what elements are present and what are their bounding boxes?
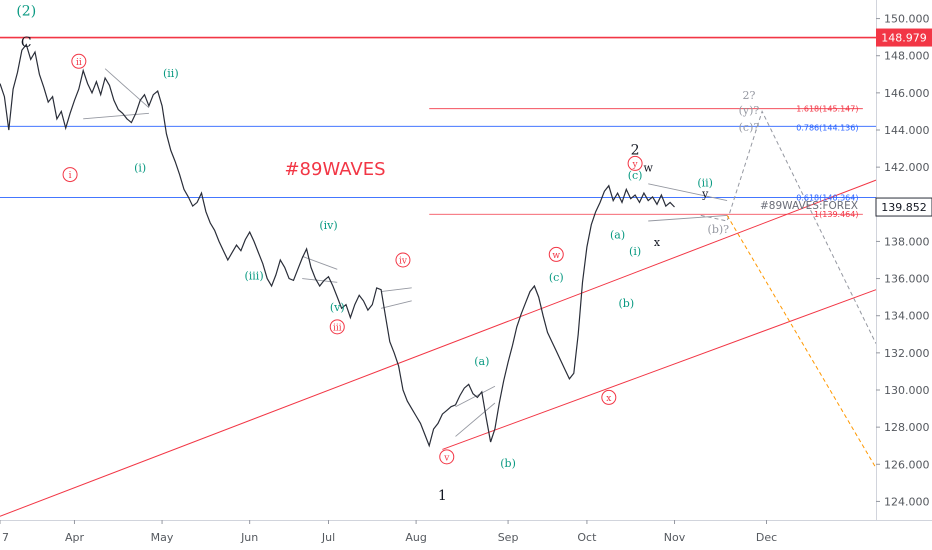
trendline-tri-ii-b[interactable] bbox=[83, 112, 149, 120]
time-tick-label: Nov bbox=[664, 531, 686, 544]
wave-label: (a) bbox=[474, 355, 489, 368]
wave-label: w bbox=[644, 162, 654, 175]
wave-label: (i) bbox=[629, 245, 641, 258]
trendline-tri-v4-b[interactable] bbox=[380, 300, 412, 309]
wave-label-circle bbox=[439, 449, 455, 465]
wave-label: (i) bbox=[134, 162, 146, 175]
wave-label: (iii) bbox=[244, 269, 263, 282]
trendline-tri-ii-a[interactable] bbox=[104, 68, 150, 109]
price-tick-label: 148.000 bbox=[884, 50, 930, 63]
wave-label: (a) bbox=[610, 229, 625, 242]
wave-label: (iv) bbox=[319, 219, 337, 232]
wave-label: w bbox=[552, 251, 560, 261]
symbol-label: #89WAVES:FOREX bbox=[760, 200, 858, 212]
wave-label: 2 bbox=[631, 143, 640, 159]
wave-label-layer: (2) Cii (ii) i (i) (iii) (iv) (v) iii iv v 1 (a) (b) (… bbox=[16, 3, 759, 504]
wave-label-circle bbox=[329, 319, 345, 335]
lines-layer bbox=[0, 36, 877, 517]
trendline-tri-b-b[interactable] bbox=[455, 402, 496, 437]
time-tick-label: 7 bbox=[2, 531, 9, 544]
time-tick-label: Jul bbox=[321, 531, 335, 544]
price-tick-label: 146.000 bbox=[884, 87, 930, 100]
time-tick-label: Sep bbox=[498, 531, 519, 544]
time-tick-label: Aug bbox=[405, 531, 426, 544]
time-tick-label: Dec bbox=[756, 531, 777, 544]
wave-label: (ii) bbox=[163, 67, 179, 80]
wave-label: (c) bbox=[549, 271, 564, 284]
price-tick-label: 134.000 bbox=[884, 310, 930, 323]
wave-label: (c)? bbox=[739, 121, 760, 134]
fib-label: 1(139.464) bbox=[814, 210, 858, 219]
time-tick-label: Oct bbox=[577, 531, 597, 544]
resistance-price-badge-text: 148.979 bbox=[881, 32, 927, 45]
current-price-badge-text: 139.852 bbox=[881, 201, 927, 214]
fib-label: 0.618(140.364) bbox=[796, 194, 858, 203]
wave-label: v bbox=[443, 453, 450, 463]
wave-label: ii bbox=[76, 58, 82, 68]
wave-label-circle bbox=[71, 53, 87, 69]
wave-label: (2) bbox=[16, 3, 36, 19]
time-tick-label: May bbox=[151, 531, 174, 544]
wave-label-circle bbox=[395, 252, 411, 268]
wave-label-circle bbox=[627, 155, 643, 171]
price-tick-label: 124.000 bbox=[884, 495, 930, 508]
price-tick-label: 136.000 bbox=[884, 273, 930, 286]
wave-label: iv bbox=[399, 257, 408, 267]
time-axis-ticks: 7 Apr May Jun Jul Aug Sep Oct Nov Dec bbox=[0, 520, 777, 544]
trendline-channel-upper[interactable] bbox=[0, 179, 877, 517]
wave-label: C bbox=[21, 35, 32, 51]
price-series-line bbox=[0, 43, 675, 448]
price-tick-label: 142.000 bbox=[884, 161, 930, 174]
wave-label: i bbox=[69, 171, 72, 181]
price-tick-label: 128.000 bbox=[884, 421, 930, 434]
wave-label: (b) bbox=[500, 457, 516, 470]
trendline-tri-b-a[interactable] bbox=[455, 385, 496, 408]
wave-label: 2? bbox=[743, 89, 756, 102]
wave-label-circle bbox=[601, 389, 617, 405]
time-tick-label: Apr bbox=[65, 531, 85, 544]
wave-label: (c) bbox=[628, 169, 643, 182]
wave-label: y bbox=[701, 188, 709, 201]
time-tick-label: Jun bbox=[240, 531, 258, 544]
trendline-tri-v4-a[interactable] bbox=[381, 287, 412, 293]
price-tick-label: 126.000 bbox=[884, 458, 930, 471]
watermark-text: #89WAVES bbox=[284, 159, 385, 180]
trendline-triangle-bottom[interactable] bbox=[648, 214, 728, 222]
wave-label: (b) bbox=[619, 297, 635, 310]
price-tick-label: 130.000 bbox=[884, 384, 930, 397]
projection-gray-path[interactable] bbox=[700, 110, 877, 344]
resistance-price-badge: 148.979 bbox=[876, 28, 932, 47]
fib-label: 1.618(145.147) bbox=[796, 105, 858, 114]
wave-label: x bbox=[654, 236, 661, 249]
wave-label: x bbox=[606, 394, 611, 404]
wave-label: y bbox=[632, 160, 639, 170]
trendline-channel-lower[interactable] bbox=[442, 289, 877, 450]
current-price-badge: 139.852 bbox=[875, 197, 932, 217]
wave-label: 1 bbox=[438, 488, 447, 504]
wave-label: (b)? bbox=[708, 223, 730, 236]
wave-label: (v) bbox=[330, 301, 345, 314]
trendline-triangle-top[interactable] bbox=[648, 183, 728, 202]
fib-label-layer: 1.618(145.147) 0.786(144.136) 0.618(140.36… bbox=[796, 105, 858, 220]
fib-label: 0.786(144.136) bbox=[796, 123, 858, 132]
price-tick-label: 132.000 bbox=[884, 347, 930, 360]
wave-label-circle bbox=[548, 246, 564, 262]
wave-label: (ii) bbox=[697, 177, 713, 190]
price-tick-label: 150.000 bbox=[884, 13, 930, 26]
wave-label: iii bbox=[333, 323, 342, 333]
price-tick-label: 138.000 bbox=[884, 235, 930, 248]
price-tick-label: 144.000 bbox=[884, 124, 930, 137]
trendline-tri-iv-a[interactable] bbox=[302, 255, 338, 270]
wave-label-circle bbox=[62, 167, 78, 183]
wave-label: (y)? bbox=[739, 104, 760, 117]
